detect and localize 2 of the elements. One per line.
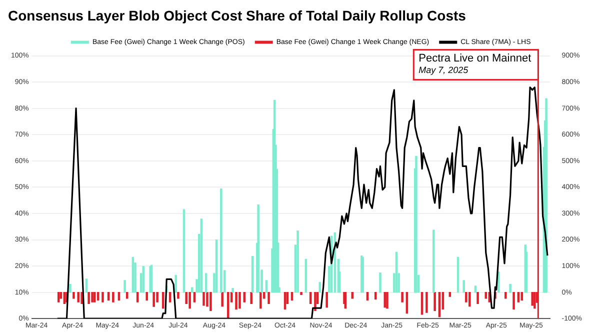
chart-title: Consensus Layer Blob Object Cost Share of Total Daily Rollup Costs <box>8 7 466 24</box>
ref-line-label: Pectra Live on Mainnet May 7, 2025 <box>418 52 532 75</box>
